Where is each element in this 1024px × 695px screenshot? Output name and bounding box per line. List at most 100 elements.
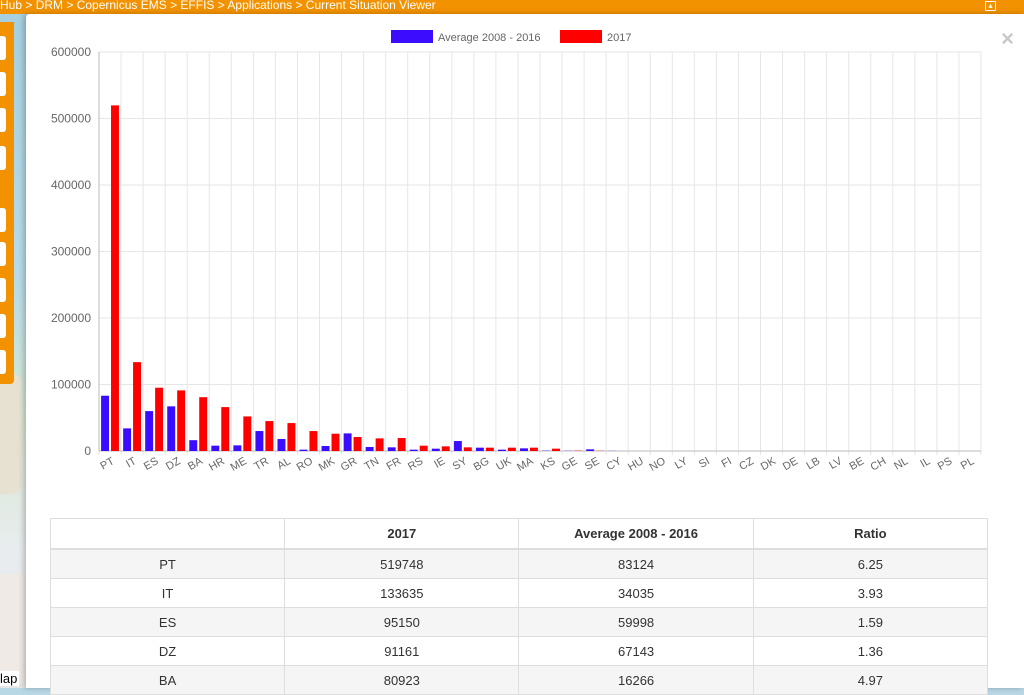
bar [442, 446, 450, 451]
y-tick-label: 0 [84, 444, 91, 458]
bar [486, 448, 494, 451]
bar [398, 438, 406, 451]
table-row: IT 133635 34035 3.93 [51, 579, 988, 608]
map-tool-button[interactable] [0, 146, 6, 170]
y-tick-label: 300000 [51, 245, 91, 259]
bar [243, 416, 251, 451]
data-table: 2017 Average 2008 - 2016 Ratio PT 519748… [50, 518, 988, 695]
legend-swatch [560, 30, 602, 43]
x-tick-label: CZ [737, 455, 756, 473]
x-tick-label: RO [295, 455, 316, 474]
bar [255, 431, 263, 451]
x-tick-label: HU [626, 455, 646, 473]
table-cell: 16266 [519, 666, 753, 695]
bar [410, 450, 418, 451]
bar [464, 447, 472, 451]
bar [322, 446, 330, 451]
y-tick-label: 400000 [51, 178, 91, 192]
y-tick-label: 200000 [51, 311, 91, 325]
table-cell: 1.59 [753, 608, 987, 637]
x-tick-label: AL [275, 455, 293, 472]
x-tick-label: TN [362, 455, 381, 473]
y-tick-label: 500000 [51, 112, 91, 126]
bar [167, 406, 175, 451]
x-tick-label: KS [539, 455, 558, 473]
x-tick-label: FI [719, 455, 733, 470]
map-toolbar [0, 22, 14, 384]
bar [508, 448, 516, 451]
bar [354, 437, 362, 451]
table-header[interactable] [51, 519, 285, 550]
bar [287, 423, 295, 451]
bar [145, 411, 153, 451]
table-row: BA 80923 16266 4.97 [51, 666, 988, 695]
table-cell: ES [51, 608, 285, 637]
bar [300, 450, 308, 451]
x-tick-label: DE [781, 455, 800, 473]
map-land [0, 574, 26, 684]
x-tick-label: ES [142, 455, 161, 473]
x-tick-label: BA [186, 455, 205, 473]
x-tick-label: ME [229, 455, 249, 474]
map-tool-button[interactable] [0, 242, 6, 266]
x-tick-label: PL [959, 455, 977, 472]
bar [309, 431, 317, 451]
x-tick-label: DK [759, 455, 779, 473]
x-tick-label: BG [472, 455, 492, 473]
x-tick-label: SE [583, 455, 602, 473]
table-cell: 83124 [519, 549, 753, 579]
bar [498, 450, 506, 451]
x-tick-label: DZ [164, 455, 183, 473]
table-cell: 133635 [285, 579, 519, 608]
table-cell: DZ [51, 637, 285, 666]
legend-swatch [391, 30, 433, 43]
table-header[interactable]: 2017 [285, 519, 519, 550]
table-row: DZ 91161 67143 1.36 [51, 637, 988, 666]
map-tool-button[interactable] [0, 208, 6, 232]
table-cell: 3.93 [753, 579, 987, 608]
table-cell: BA [51, 666, 285, 695]
bar [552, 449, 560, 451]
map-tool-button[interactable] [0, 108, 6, 132]
map-tool-button[interactable] [0, 36, 6, 60]
legend-label: Average 2008 - 2016 [438, 32, 541, 44]
bar [332, 434, 340, 451]
x-tick-label: CY [604, 455, 624, 473]
map-tool-button[interactable] [0, 350, 6, 374]
bar [520, 448, 528, 451]
bar [101, 396, 109, 451]
x-tick-label: UK [494, 455, 514, 473]
x-tick-label: LV [827, 455, 845, 472]
x-tick-label: FR [384, 455, 403, 473]
maximize-icon[interactable]: ▴ [985, 1, 996, 11]
breadcrumb-bar: Hub > DRM > Copernicus EMS > EFFIS > App… [0, 0, 1024, 14]
x-tick-label: BE [848, 455, 867, 473]
map-tool-button[interactable] [0, 72, 6, 96]
map-tool-button[interactable] [0, 278, 6, 302]
x-tick-label: MK [317, 455, 338, 474]
table-cell: 34035 [519, 579, 753, 608]
bar [420, 446, 428, 451]
bar [586, 449, 594, 451]
x-tick-label: PS [936, 455, 955, 473]
table-cell: 67143 [519, 637, 753, 666]
map-tool-button[interactable] [0, 314, 6, 338]
map-land [0, 374, 22, 494]
breadcrumb[interactable]: Hub > DRM > Copernicus EMS > EFFIS > App… [0, 0, 436, 12]
y-tick-label: 600000 [51, 45, 91, 59]
x-tick-label: LY [673, 455, 691, 472]
table-header[interactable]: Ratio [753, 519, 987, 550]
table-cell: 519748 [285, 549, 519, 579]
bar [530, 448, 538, 451]
bar [388, 447, 396, 451]
table-cell: 6.25 [753, 549, 987, 579]
x-tick-label: CH [869, 455, 889, 473]
table-row: ES 95150 59998 1.59 [51, 608, 988, 637]
x-tick-label: LB [804, 455, 822, 472]
legend-label: 2017 [607, 32, 631, 44]
x-tick-label: RS [406, 455, 425, 473]
x-tick-label: MA [515, 455, 536, 474]
x-tick-label: NO [647, 455, 668, 474]
table-header[interactable]: Average 2008 - 2016 [519, 519, 753, 550]
